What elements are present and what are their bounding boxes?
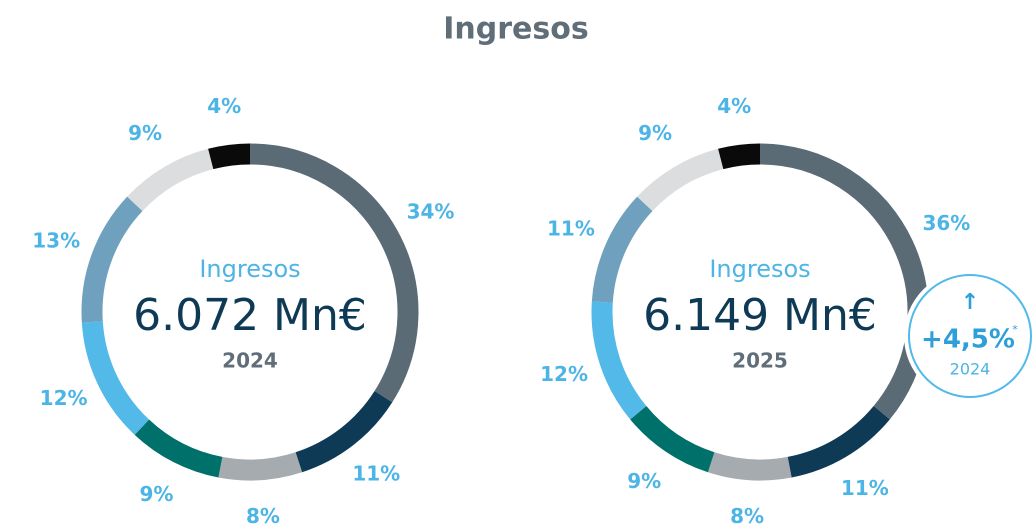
segment-label: 11% bbox=[352, 461, 400, 485]
segment-label: 9% bbox=[627, 469, 661, 493]
donut-segment bbox=[718, 143, 761, 170]
donut-segment bbox=[591, 196, 653, 303]
segment-label: 4% bbox=[207, 94, 241, 118]
donut-segment bbox=[218, 452, 303, 481]
badge-arrow: ↑ bbox=[961, 290, 979, 315]
donut-segment bbox=[81, 321, 150, 435]
segment-label: 34% bbox=[407, 199, 455, 223]
badge-year: 2024 bbox=[950, 360, 991, 379]
badge-value: +4,5% bbox=[921, 325, 1015, 355]
segment-label: 12% bbox=[40, 386, 88, 410]
donut-segment bbox=[637, 148, 724, 212]
center-label: Ingresos bbox=[709, 255, 810, 283]
center-value: 6.072 Mn€ bbox=[133, 290, 367, 341]
badge-note: * bbox=[1012, 323, 1018, 336]
donut-segment bbox=[81, 196, 143, 323]
donut-segment bbox=[787, 405, 890, 478]
donut-segment bbox=[707, 452, 792, 481]
donut-segment bbox=[134, 419, 223, 478]
donut-segment bbox=[208, 143, 251, 170]
segment-label: 36% bbox=[922, 211, 970, 235]
segment-label: 9% bbox=[638, 121, 672, 145]
segment-label: 11% bbox=[547, 217, 595, 241]
donut-segment bbox=[630, 405, 715, 473]
segment-label: 12% bbox=[540, 362, 588, 386]
center-year: 2024 bbox=[222, 349, 278, 373]
segment-label: 9% bbox=[128, 121, 162, 145]
donut-segment bbox=[127, 148, 214, 212]
donut-segment bbox=[591, 301, 647, 420]
page-title: Ingresos bbox=[443, 12, 588, 47]
donut-segment bbox=[759, 143, 929, 420]
segment-label: 9% bbox=[139, 482, 173, 506]
badge bbox=[908, 274, 1032, 398]
donut-segment bbox=[249, 143, 419, 403]
segment-label: 8% bbox=[246, 504, 280, 528]
donut-segment bbox=[295, 390, 393, 473]
segment-label: 8% bbox=[730, 504, 764, 528]
segment-label: 4% bbox=[717, 94, 751, 118]
center-value: 6.149 Mn€ bbox=[643, 290, 877, 341]
center-year: 2025 bbox=[732, 349, 788, 373]
segment-label: 11% bbox=[841, 476, 889, 500]
segment-label: 13% bbox=[32, 229, 80, 253]
center-label: Ingresos bbox=[199, 255, 300, 283]
